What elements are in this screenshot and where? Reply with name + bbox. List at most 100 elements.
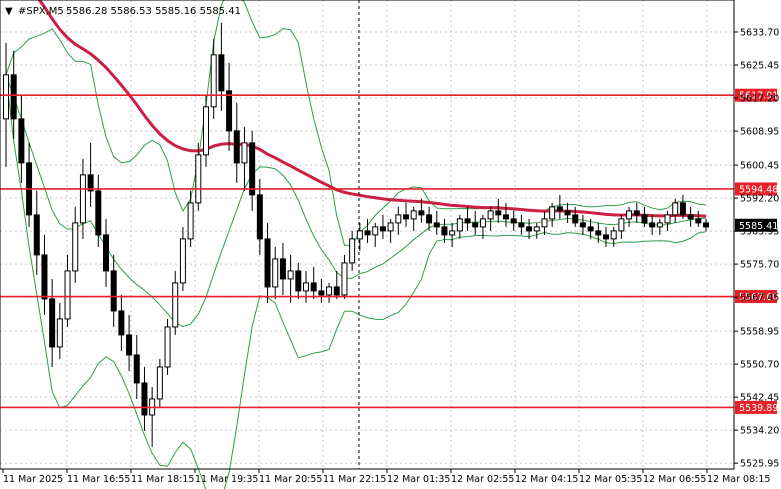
candle-body [426,214,433,224]
candle-body [703,222,709,228]
candle [449,222,456,247]
candle [33,190,40,275]
candle [379,214,386,239]
candle [56,302,63,359]
candle [218,22,225,111]
candle [179,226,186,291]
y-tick-label: 5583.95 [740,227,779,238]
candle-body [187,202,194,240]
candle [679,194,686,219]
candle [526,218,533,239]
dropdown-triangle-icon[interactable]: ▼ [5,6,13,17]
candle-body [126,334,133,356]
candle [518,214,525,235]
level-line[interactable]: 5567.60 [0,290,778,304]
x-tick-label: 11 Mar 18:15 [131,474,194,485]
candle-body [103,234,109,272]
candle [279,242,286,295]
x-tick-label: 11 Mar 2025 [3,474,63,485]
y-tick-label: 5525.95 [740,459,779,470]
candle-body [456,218,463,232]
candle-body [679,202,686,216]
candle-body [403,214,409,220]
y-tick-label: 5625.45 [740,61,779,72]
candle-body [556,206,563,212]
candle [141,366,148,431]
ohlc-values: 5586.28 5586.53 5585.16 5585.41 [66,6,241,17]
candle [503,202,509,227]
candle [333,270,340,299]
candle [595,222,602,243]
candle-body [110,270,117,312]
level-line[interactable]: 5594.48 [0,182,778,196]
candle-body [518,222,525,228]
candle [456,214,463,239]
symbol-label: #SPX,M5 [18,6,64,17]
candles-layer [3,22,709,447]
candle [126,314,133,371]
candle-body [618,218,625,232]
time-axis[interactable]: 11 Mar 2025 11 Mar 16:55 11 Mar 18:15 11 Ma… [2,469,770,485]
y-tick-label: 5542.45 [740,393,779,404]
candle [356,222,363,251]
candle-body [433,222,440,228]
candle-body [526,226,533,232]
candle-body [249,142,256,196]
candle-body [533,226,540,232]
candle-body [587,226,594,232]
candle [672,198,679,223]
candle [495,198,502,223]
level-label: 5539.89 [739,403,778,414]
candle-body [241,142,248,164]
candle-body [603,234,609,240]
candle-body [510,218,517,224]
candle-body [379,226,386,232]
candle [433,210,440,235]
level-lines[interactable]: 5617.91 5594.48 5567.60 5539.89 [0,88,778,414]
candle [564,202,571,223]
x-tick-label: 11 Mar 16:55 [67,474,130,485]
candle [172,270,179,335]
candle-body [49,298,56,348]
y-tick-label: 5608.95 [740,127,779,138]
candle-body [656,222,663,228]
candle [418,198,425,223]
candle-body [326,286,333,296]
level-line[interactable]: 5539.89 [0,400,778,414]
candle-body [172,282,179,328]
candle-body [626,210,633,220]
x-tick-label: 12 Mar 06:55 [643,474,706,485]
candle [303,270,309,303]
level-line[interactable]: 5617.91 [0,88,778,102]
moving-average [37,0,707,218]
candle [664,210,671,231]
candle [410,206,417,231]
candle-body [141,382,148,416]
candle [533,222,540,239]
candle [87,142,94,207]
candle-body [264,238,271,288]
candle [395,206,402,235]
candle-body [64,270,71,320]
candle [318,278,325,303]
level-label-box [735,182,777,196]
candle [479,214,486,239]
candle [41,234,48,315]
candle-body [133,354,140,384]
candle [72,206,79,283]
candle [703,218,709,231]
candle-body [156,366,163,400]
x-tick-label: 12 Mar 04:15 [515,474,578,485]
candle [579,214,586,235]
price-axis[interactable]: 5633.70 5625.45 5617.20 5608.95 5600.45 5592.… [734,28,779,470]
lower-band [5,74,707,489]
candle-body [487,210,494,220]
candle-body [226,90,233,132]
candle [372,222,379,247]
level-label: 5594.48 [739,184,778,195]
candle-body [303,282,309,292]
candle-body [364,230,371,236]
candle-body [633,210,640,216]
